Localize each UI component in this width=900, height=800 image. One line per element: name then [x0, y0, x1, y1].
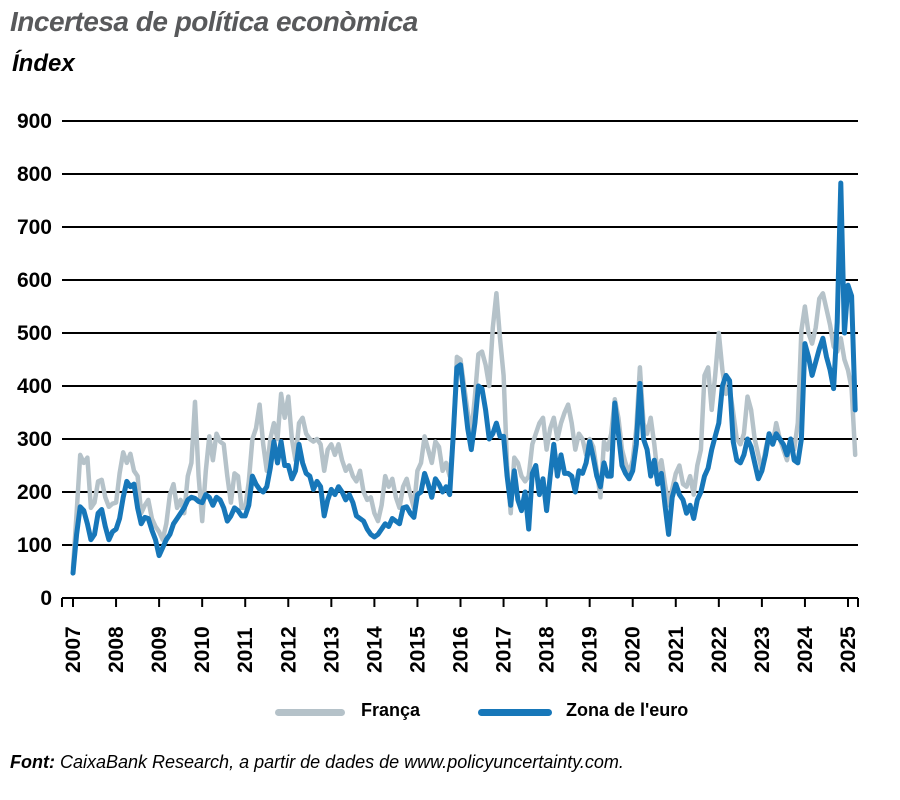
source-note: Font: CaixaBank Research, a partir de da… [10, 752, 624, 773]
x-tick-label-2009: 2009 [148, 626, 171, 673]
y-tick-label-100: 100 [17, 534, 52, 557]
series-line-franca [70, 291, 858, 571]
y-tick-label-900: 900 [17, 110, 52, 133]
y-tick-label-300: 300 [17, 428, 52, 451]
y-tick-label-800: 800 [17, 163, 52, 186]
legend-swatch-zona-euro [478, 709, 552, 716]
x-tick-label-2012: 2012 [277, 626, 300, 673]
source-label: Font: [10, 752, 55, 772]
x-tick-label-2025: 2025 [837, 626, 860, 673]
x-tick-label-2023: 2023 [751, 626, 774, 673]
page-title: Incertesa de política econòmica [10, 6, 418, 37]
x-tick-label-2019: 2019 [579, 626, 602, 673]
y-tick-label-0: 0 [40, 587, 52, 610]
x-tick-label-2024: 2024 [794, 626, 817, 673]
legend-swatch-franca [275, 709, 345, 716]
x-tick-label-2008: 2008 [105, 626, 128, 673]
y-tick-label-200: 200 [17, 481, 52, 504]
y-tick-label-600: 600 [17, 269, 52, 292]
x-tick-label-2015: 2015 [406, 626, 429, 673]
legend-label-franca: França [361, 700, 421, 720]
x-tick-label-2010: 2010 [191, 626, 214, 673]
chart-unit-label: Índex [12, 50, 75, 77]
x-tick-label-2021: 2021 [665, 626, 688, 673]
x-tick-label-2020: 2020 [622, 626, 645, 673]
x-tick-label-2011: 2011 [234, 627, 257, 673]
y-tick-label-700: 700 [17, 216, 52, 239]
y-tick-label-500: 500 [17, 322, 52, 345]
x-tick-label-2014: 2014 [363, 626, 386, 673]
x-tick-label-2016: 2016 [450, 626, 473, 673]
source-text: CaixaBank Research, a partir de dades de… [54, 752, 624, 772]
x-tick-label-2022: 2022 [708, 626, 731, 673]
x-tick-label-2013: 2013 [320, 626, 343, 673]
y-tick-label-400: 400 [17, 375, 52, 398]
x-tick-label-2018: 2018 [536, 626, 559, 673]
x-tick-label-2007: 2007 [62, 626, 85, 673]
x-tick-label-2017: 2017 [493, 626, 516, 673]
series-line-zona-euro [70, 180, 858, 576]
legend-label-zona-euro: Zona de l'euro [566, 700, 689, 720]
